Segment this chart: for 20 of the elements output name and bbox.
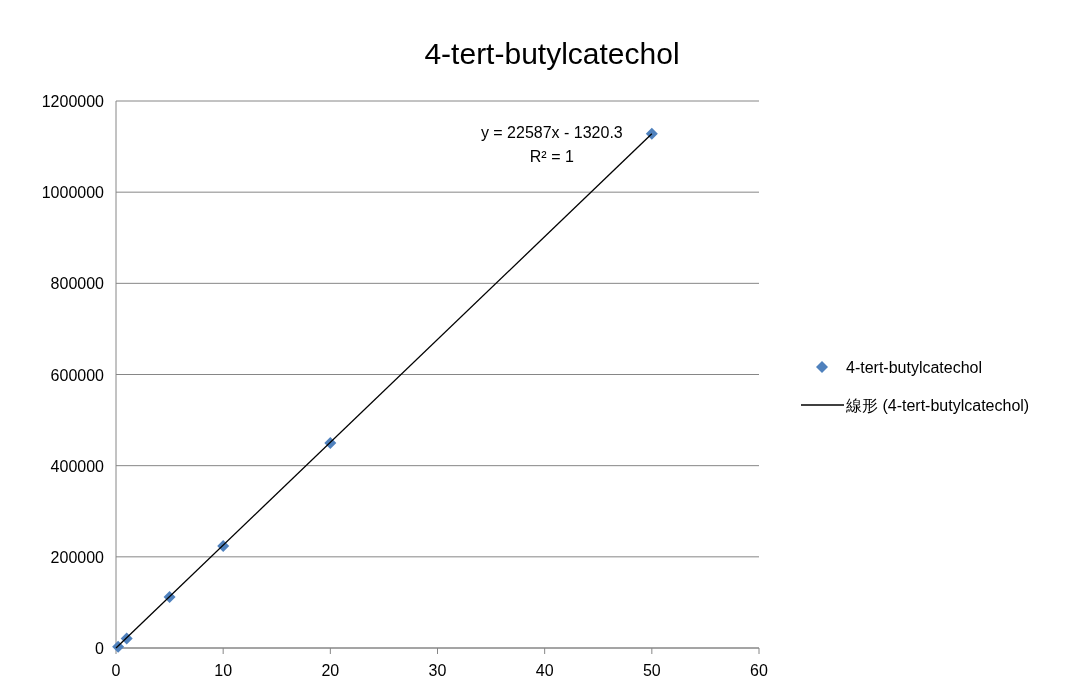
x-tick-label: 10	[214, 662, 233, 679]
x-tick-label: 50	[642, 662, 661, 679]
y-tick-label: 0	[95, 640, 105, 657]
y-tick-label: 200000	[50, 548, 105, 566]
annotation: y = 22587x - 1320.3 R² = 1	[480, 123, 623, 165]
x-tick-label: 20	[321, 662, 340, 679]
legend-label: 4-tert-butylcatechol	[846, 359, 983, 376]
legend-label: 線形 (4-tert-butylcatechol)	[845, 397, 1030, 414]
y-tick-label: 600000	[50, 366, 105, 384]
x-tick-label: 60	[750, 662, 768, 679]
x-tick-label: 40	[535, 662, 554, 679]
point	[112, 640, 125, 653]
y-tick-label: 1000000	[41, 184, 105, 202]
x-tick-label: 0	[111, 662, 121, 679]
y-tick-label: 400000	[50, 457, 105, 475]
y-tick-label: 800000	[50, 275, 105, 293]
chart-title: 4-tert-butylcatechol	[424, 37, 680, 70]
y-tick-label: 1200000	[41, 93, 105, 110]
point	[645, 127, 658, 140]
x-tick-label: 30	[428, 662, 447, 679]
